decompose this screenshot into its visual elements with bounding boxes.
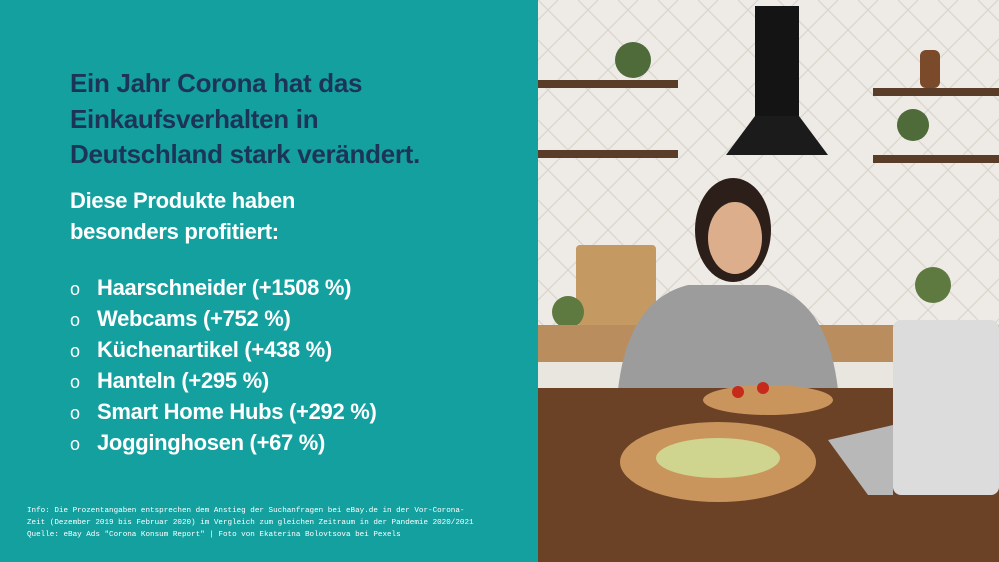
- title-line: Ein Jahr Corona hat das: [70, 68, 363, 98]
- person-face: [708, 202, 762, 274]
- tomato: [757, 382, 769, 394]
- plant: [552, 296, 584, 328]
- subtitle-line: Diese Produkte haben: [70, 188, 296, 213]
- footnote: Info: Die Prozentangaben entsprechen dem…: [27, 505, 474, 541]
- text-panel: Ein Jahr Corona hat das Einkaufsverhalte…: [0, 0, 538, 562]
- hood: [726, 116, 828, 155]
- board: [576, 245, 656, 325]
- plant: [915, 267, 951, 303]
- person-body: [618, 285, 838, 390]
- vase: [920, 50, 940, 88]
- list-item: Hanteln (+295 %): [70, 366, 377, 397]
- subtitle: Diese Produkte haben besonders profitier…: [70, 185, 295, 247]
- plant: [897, 109, 929, 141]
- shelf: [538, 150, 678, 158]
- list-item: Webcams (+752 %): [70, 304, 377, 335]
- photo: [538, 0, 999, 562]
- list-item: Küchenartikel (+438 %): [70, 335, 377, 366]
- laptop-base: [828, 425, 893, 495]
- list-item: Jogginghosen (+67 %): [70, 428, 377, 459]
- product-list: Haarschneider (+1508 %) Webcams (+752 %)…: [70, 273, 377, 459]
- shelf: [873, 88, 999, 96]
- shelf: [538, 80, 678, 88]
- tomato: [732, 386, 744, 398]
- footnote-line: Quelle: eBay Ads "Corona Konsum Report" …: [27, 531, 401, 539]
- footnote-line: Info: Die Prozentangaben entsprechen dem…: [27, 507, 465, 515]
- shelf: [873, 155, 999, 163]
- hood: [755, 6, 799, 116]
- title: Ein Jahr Corona hat das Einkaufsverhalte…: [70, 66, 420, 173]
- list-item: Smart Home Hubs (+292 %): [70, 397, 377, 428]
- list-item: Haarschneider (+1508 %): [70, 273, 377, 304]
- subtitle-line: besonders profitiert:: [70, 219, 279, 244]
- salad: [656, 438, 780, 478]
- title-line: Deutschland stark verändert.: [70, 139, 420, 169]
- footnote-line: Zeit (Dezember 2019 bis Februar 2020) im…: [27, 519, 474, 527]
- title-line: Einkaufsverhalten in: [70, 103, 319, 134]
- plant: [615, 42, 651, 78]
- laptop: [893, 320, 999, 495]
